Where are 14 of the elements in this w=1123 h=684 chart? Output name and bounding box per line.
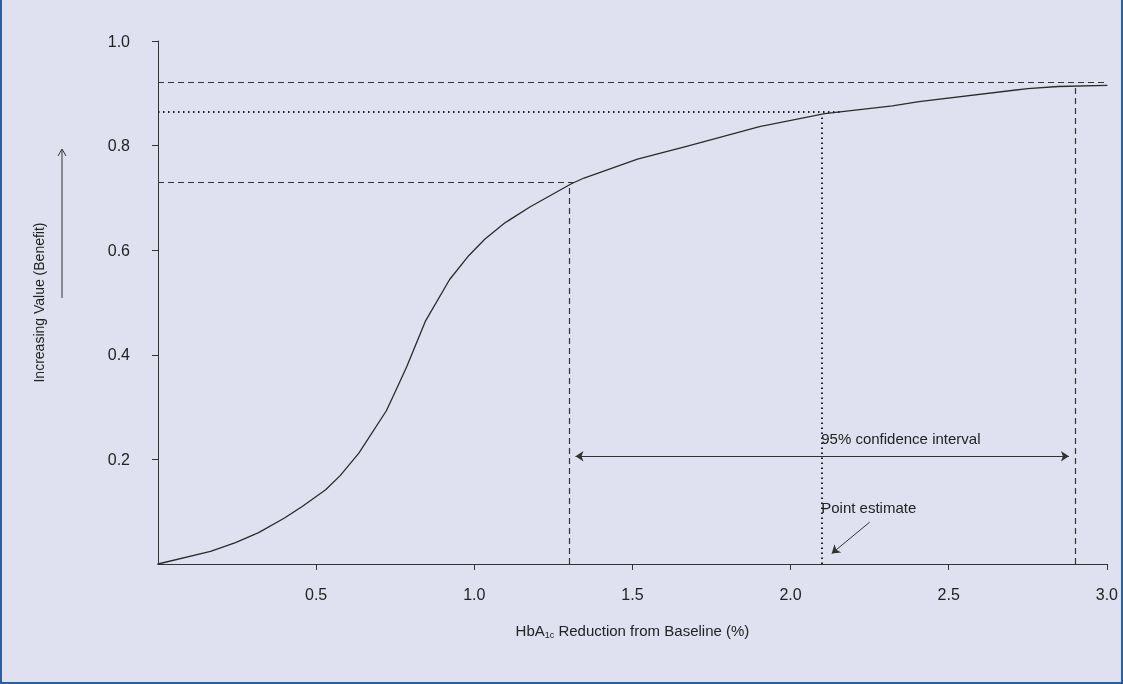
- y-tick-label: 0.6: [107, 241, 131, 259]
- x-tick-label: 0.5: [305, 585, 328, 603]
- x-tick-label: 3.0: [1095, 585, 1119, 603]
- x-tick-label: 1.0: [463, 585, 486, 603]
- x-tick-label: 2.5: [937, 585, 960, 603]
- x-tick-label: 1.5: [621, 585, 644, 603]
- y-tick-label: 1.0: [107, 32, 131, 50]
- y-tick-label: 0.2: [107, 450, 131, 468]
- annotation: 95% confidence interval: [821, 429, 981, 447]
- y-tick-label: 0.4: [107, 346, 131, 364]
- y-tick-label: 0.8: [107, 137, 131, 155]
- y-axis-title: Increasing Value (Benefit): [31, 222, 47, 383]
- x-tick-label: 2.0: [779, 585, 802, 603]
- annotation: Point estimate: [821, 499, 917, 517]
